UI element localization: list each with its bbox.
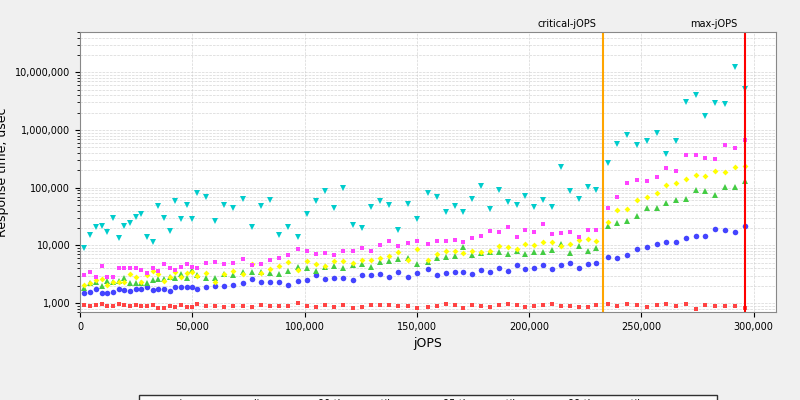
90-th percentile [652,206,662,211]
90-th percentile [503,252,513,257]
max [730,64,739,69]
max [740,86,750,91]
99-th percentile [740,138,750,143]
max [652,130,662,135]
X-axis label: jOPS: jOPS [414,337,442,350]
min [486,304,495,309]
min [338,303,348,308]
Legend: min, median, 90-th percentile, 95-th percentile, 99-th percentile, max: min, median, 90-th percentile, 95-th per… [138,395,718,400]
95-th percentile [441,249,450,254]
99-th percentile [458,240,468,245]
90-th percentile [450,254,459,258]
max [503,200,513,205]
99-th percentile [80,272,90,277]
min [293,301,302,306]
Line: 90-th percentile: 90-th percentile [82,178,747,290]
Line: max: max [81,63,748,251]
min [740,306,750,310]
95-th percentile [503,244,513,249]
max [441,210,450,215]
median [740,224,750,229]
90-th percentile [740,179,750,184]
min [691,306,701,311]
99-th percentile [486,229,495,234]
max [80,245,90,250]
90-th percentile [80,286,90,290]
min [458,306,468,310]
95-th percentile [330,258,339,263]
Y-axis label: Response time, usec: Response time, usec [0,107,10,237]
95-th percentile [80,283,90,288]
median [503,268,513,273]
99-th percentile [450,238,459,242]
min [450,303,459,308]
median [652,242,662,247]
Text: critical-jOPS: critical-jOPS [538,19,596,29]
median [476,268,486,272]
median [80,291,90,296]
Line: median: median [82,224,747,296]
min [662,301,671,306]
max [330,206,339,210]
min [80,303,90,308]
max [450,204,459,209]
99-th percentile [662,165,671,170]
99-th percentile [338,248,348,253]
90-th percentile [330,263,339,268]
Line: 95-th percentile: 95-th percentile [82,164,746,288]
median [441,271,450,276]
95-th percentile [476,249,486,254]
Line: min: min [82,301,746,311]
95-th percentile [652,191,662,196]
99-th percentile [512,235,522,240]
99-th percentile [91,275,101,280]
90-th percentile [441,254,450,259]
min [512,302,522,307]
Line: 99-th percentile: 99-th percentile [82,138,746,279]
median [330,276,339,280]
Text: max-jOPS: max-jOPS [690,19,738,29]
95-th percentile [740,164,750,169]
median [450,269,459,274]
max [476,184,486,188]
90-th percentile [476,250,486,255]
95-th percentile [450,249,459,254]
